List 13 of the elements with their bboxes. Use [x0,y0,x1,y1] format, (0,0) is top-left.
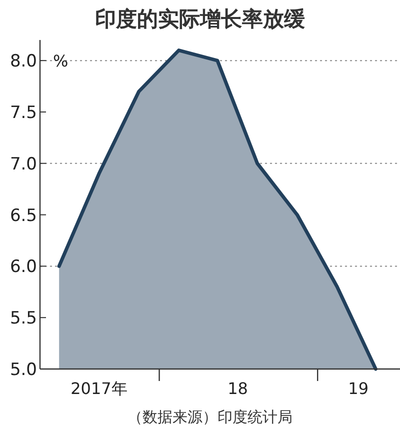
x-tick-label: 19 [348,379,369,398]
x-tick-label: 2017年 [70,379,128,398]
y-tick-label: 5.0 [10,360,37,380]
y-tick-label: 7.5 [10,102,37,123]
y-tick-label: 6.0 [10,257,37,278]
x-tick-label: 18 [228,379,248,398]
y-tick-label: 5.5 [10,308,37,329]
y-tick-label: 6.5 [10,206,37,226]
y-tick-label: 7.0 [10,154,37,174]
text: （数据来源）印度统计局 [128,408,292,426]
y-axis-title: % [53,52,68,71]
y-tick-label: 8.0 [10,52,37,72]
chart-title: 印度的实际增长率放缓 [95,7,305,31]
